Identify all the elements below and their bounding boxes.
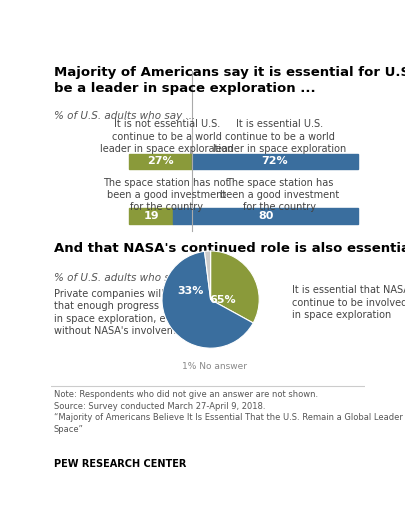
Text: Majority of Americans say it is essential for U.S. to
be a leader in space explo: Majority of Americans say it is essentia… bbox=[54, 66, 405, 95]
Text: 65%: 65% bbox=[209, 294, 236, 305]
Text: Private companies will ensure
that enough progress is made
in space exploration,: Private companies will ensure that enoug… bbox=[54, 289, 200, 336]
Wedge shape bbox=[211, 251, 259, 323]
Text: % of U.S. adults who say ...: % of U.S. adults who say ... bbox=[54, 273, 195, 283]
Bar bbox=[129, 208, 173, 224]
Text: And that NASA's continued role is also essential: And that NASA's continued role is also e… bbox=[54, 242, 405, 255]
Text: It is essential that NASA
continue to be involved
in space exploration: It is essential that NASA continue to be… bbox=[292, 285, 405, 320]
Text: PEW RESEARCH CENTER: PEW RESEARCH CENTER bbox=[54, 459, 186, 469]
Bar bbox=[173, 208, 358, 224]
Text: The space station has
been a good investment
for the country: The space station has been a good invest… bbox=[220, 178, 339, 213]
Text: 19: 19 bbox=[143, 211, 159, 221]
Text: 1% No answer: 1% No answer bbox=[182, 362, 247, 370]
Wedge shape bbox=[162, 251, 253, 348]
Text: It is not essential U.S.
continue to be a world
leader in space exploration: It is not essential U.S. continue to be … bbox=[100, 119, 233, 154]
Text: Note: Respondents who did not give an answer are not shown.
Source: Survey condu: Note: Respondents who did not give an an… bbox=[54, 390, 405, 434]
Wedge shape bbox=[205, 251, 211, 300]
Bar bbox=[129, 154, 192, 169]
Text: 33%: 33% bbox=[177, 286, 203, 296]
Text: It is essential U.S.
continue to be a world
leader in space exploration: It is essential U.S. continue to be a wo… bbox=[213, 119, 346, 154]
Text: % of U.S. adults who say ...: % of U.S. adults who say ... bbox=[54, 110, 195, 120]
Bar bbox=[192, 154, 358, 169]
Text: 27%: 27% bbox=[147, 156, 174, 166]
Text: 80: 80 bbox=[258, 211, 273, 221]
Text: 72%: 72% bbox=[262, 156, 288, 166]
Text: The space station has not
been a good investment
for the country: The space station has not been a good in… bbox=[104, 178, 230, 213]
